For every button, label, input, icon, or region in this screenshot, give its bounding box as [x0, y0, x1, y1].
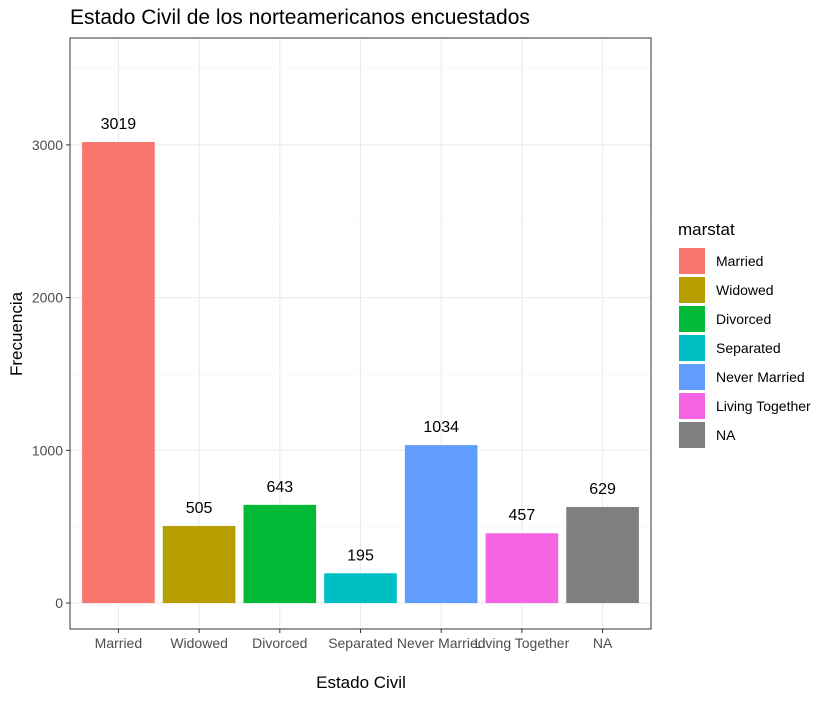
legend-label: Living Together	[716, 398, 811, 414]
x-tick-label: NA	[593, 635, 613, 651]
chart-title: Estado Civil de los norteamericanos encu…	[70, 6, 530, 29]
legend-key	[679, 306, 705, 332]
x-tick-label: Divorced	[252, 635, 307, 651]
y-tick-label: 0	[55, 595, 63, 611]
legend-title: marstat	[678, 220, 735, 239]
bar-separated	[324, 573, 397, 604]
legend-key	[679, 277, 705, 303]
x-tick-label: Married	[95, 635, 142, 651]
legend: marstat Married Widowed Divorced Separated N…	[678, 220, 811, 448]
y-tick-label: 1000	[32, 442, 63, 458]
x-tick-label: Living Together	[475, 635, 570, 651]
legend-label: Separated	[716, 340, 781, 356]
x-tick-label: Never Married	[397, 635, 486, 651]
legend-key	[679, 422, 705, 448]
bar-living-together	[485, 533, 559, 604]
legend-label: Widowed	[716, 282, 774, 298]
bars	[82, 141, 639, 604]
x-tick-label: Widowed	[170, 635, 228, 651]
data-label: 505	[186, 500, 213, 517]
y-tick-label: 3000	[32, 137, 63, 153]
x-tick-label: Separated	[328, 635, 393, 651]
legend-key	[679, 393, 705, 419]
legend-key	[679, 364, 705, 390]
data-label: 1034	[423, 419, 459, 436]
grid-lines	[70, 38, 651, 629]
legend-key	[679, 335, 705, 361]
data-labels: 3019 505 643 195 1034 457 629	[101, 116, 616, 564]
legend-label: Married	[716, 253, 763, 269]
legend-label: Never Married	[716, 369, 805, 385]
bar-widowed	[162, 525, 236, 604]
legend-label: NA	[716, 427, 736, 443]
bar-married	[82, 141, 155, 604]
data-label: 457	[509, 507, 536, 524]
data-label: 3019	[101, 116, 137, 133]
legend-key	[679, 248, 705, 274]
y-axis-title: Frecuencia	[7, 291, 26, 376]
bar-never-married	[404, 445, 478, 604]
data-label: 643	[266, 479, 293, 496]
bar-divorced	[243, 504, 317, 604]
x-axis-title: Estado Civil	[316, 673, 406, 692]
x-axis: Married Widowed Divorced Separated Never Mar…	[95, 629, 613, 651]
bar-na	[566, 506, 639, 604]
data-label: 195	[347, 547, 374, 564]
legend-label: Divorced	[716, 311, 771, 327]
y-axis: 0 1000 2000 3000	[32, 137, 70, 611]
data-label: 629	[589, 481, 616, 498]
y-tick-label: 2000	[32, 290, 63, 306]
